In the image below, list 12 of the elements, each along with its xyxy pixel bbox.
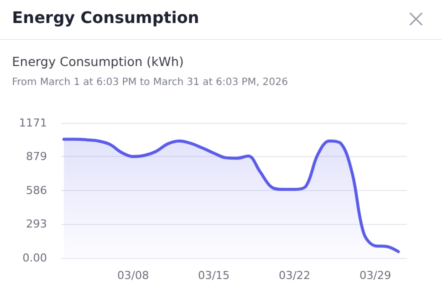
x-tick-label: 03/29 [359,269,392,282]
y-tick-label: 586 [26,184,47,197]
y-tick-label: 879 [26,150,47,164]
x-tick-label: 03/08 [117,269,149,282]
text: From March 1 at 6:03 PM to March 31 at 6:03 PM, 2026 [12,77,288,88]
chart-title: Energy Consumption [12,8,200,27]
y-tick-label: 293 [26,218,47,231]
x-tick-label: 03/22 [278,269,310,282]
y-tick-label: 0.00 [22,252,47,264]
y-tick-label: 1171 [19,116,47,130]
chart-subtitle: Energy Consumption (kWh) [12,54,184,69]
x-tick-label: 03/15 [198,269,230,282]
